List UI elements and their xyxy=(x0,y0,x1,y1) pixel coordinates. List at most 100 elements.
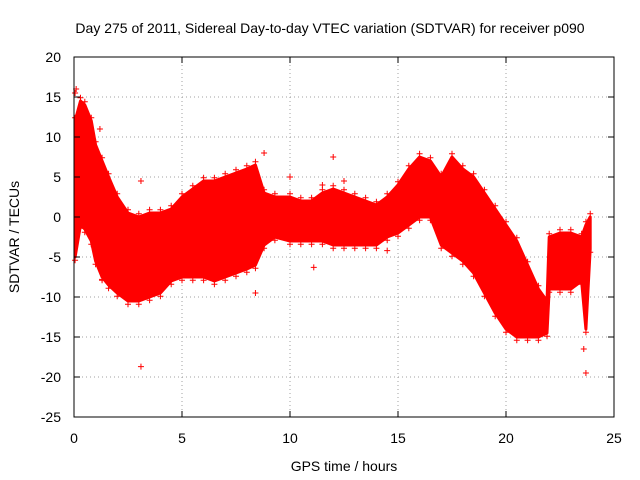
data-point xyxy=(261,150,268,156)
data-point xyxy=(72,90,79,96)
y-axis-label: SDTVAR / TECUs xyxy=(6,181,22,293)
x-tick-label: 10 xyxy=(282,430,298,446)
data-point xyxy=(168,202,175,209)
data-point xyxy=(81,98,88,105)
data-point xyxy=(578,281,585,288)
x-axis-tick-labels: 0 5 10 15 20 25 xyxy=(70,430,622,446)
data-point xyxy=(92,138,99,145)
data-point xyxy=(222,277,229,284)
data-point xyxy=(449,150,455,157)
data-point xyxy=(405,225,412,232)
data-point xyxy=(77,94,84,101)
data-point xyxy=(179,190,185,197)
data-point xyxy=(105,170,112,177)
data-point xyxy=(427,154,434,161)
data-point xyxy=(395,233,401,240)
data-point xyxy=(233,273,239,280)
y-tick-label: -20 xyxy=(41,369,61,385)
data-point xyxy=(135,301,142,308)
data-point xyxy=(513,337,520,344)
data-point xyxy=(351,190,358,197)
data-point xyxy=(470,170,477,177)
data-point xyxy=(189,277,196,284)
data-point xyxy=(330,245,337,252)
data-point xyxy=(146,297,153,304)
data-point xyxy=(481,293,488,300)
plot-area-border xyxy=(73,56,615,418)
data-point xyxy=(256,246,263,252)
data-point xyxy=(427,217,434,224)
y-tick-label: -10 xyxy=(41,289,61,305)
y-tick-label: -15 xyxy=(41,329,61,345)
data-point xyxy=(373,198,380,205)
data-point xyxy=(211,281,218,288)
data-point xyxy=(544,333,551,340)
data-point xyxy=(319,182,326,188)
data-point xyxy=(252,290,259,296)
data-point xyxy=(125,301,131,308)
data-point xyxy=(261,186,268,193)
data-point xyxy=(332,234,339,240)
data-point xyxy=(330,154,337,160)
data-point xyxy=(384,190,391,197)
data-point xyxy=(503,218,509,225)
data-point xyxy=(243,162,250,169)
chart-title: Day 275 of 2011, Sidereal Day-to-day VTE… xyxy=(75,20,584,36)
data-point xyxy=(88,114,95,121)
data-point xyxy=(77,225,84,232)
data-point xyxy=(287,190,293,197)
data-point xyxy=(271,190,278,197)
data-point xyxy=(513,234,520,241)
data-point xyxy=(185,198,192,204)
y-axis-tick-labels: -25 -20 -15 -10 -5 0 5 10 15 20 xyxy=(41,49,61,425)
data-point xyxy=(261,245,268,252)
data-point xyxy=(503,329,509,336)
y-tick-label: -25 xyxy=(41,409,61,425)
data-point xyxy=(341,186,347,193)
data-point xyxy=(373,245,380,252)
data-point xyxy=(557,226,563,233)
x-tick-label: 5 xyxy=(178,430,186,446)
data-point xyxy=(92,261,99,268)
y-tick-label: 15 xyxy=(45,89,61,105)
data-point xyxy=(287,241,293,248)
data-point xyxy=(567,226,574,233)
data-point xyxy=(137,178,144,184)
x-tick-label: 25 xyxy=(606,430,622,446)
data-point xyxy=(271,237,278,244)
data-point xyxy=(137,363,144,370)
data-point xyxy=(384,237,391,244)
data-point xyxy=(341,245,347,252)
data-point xyxy=(582,218,589,225)
data-point xyxy=(384,247,391,254)
data-point xyxy=(200,277,207,284)
data-point xyxy=(492,202,499,209)
data-point xyxy=(470,273,477,280)
x-tick-label: 0 xyxy=(70,430,78,446)
data-point xyxy=(135,210,142,217)
data-point xyxy=(416,150,423,157)
data-point xyxy=(308,241,315,248)
data-point xyxy=(200,174,207,181)
y-tick-label: 5 xyxy=(53,169,61,185)
data-point xyxy=(287,174,293,180)
data-point xyxy=(362,194,369,201)
data-point xyxy=(105,285,112,292)
data-point xyxy=(546,230,553,237)
axis-ticks xyxy=(73,56,615,418)
data-point xyxy=(319,241,326,248)
data-point xyxy=(535,282,542,289)
x-tick-label: 20 xyxy=(498,430,514,446)
data-point xyxy=(310,264,317,271)
data-point xyxy=(459,162,466,169)
data-point xyxy=(546,289,553,296)
data-point xyxy=(81,229,88,236)
data-point xyxy=(252,158,259,165)
data-point xyxy=(524,258,531,265)
data-point xyxy=(189,182,196,189)
data-point xyxy=(578,230,585,237)
data-point xyxy=(96,126,103,132)
data-point xyxy=(567,289,574,296)
data-point xyxy=(125,206,131,213)
